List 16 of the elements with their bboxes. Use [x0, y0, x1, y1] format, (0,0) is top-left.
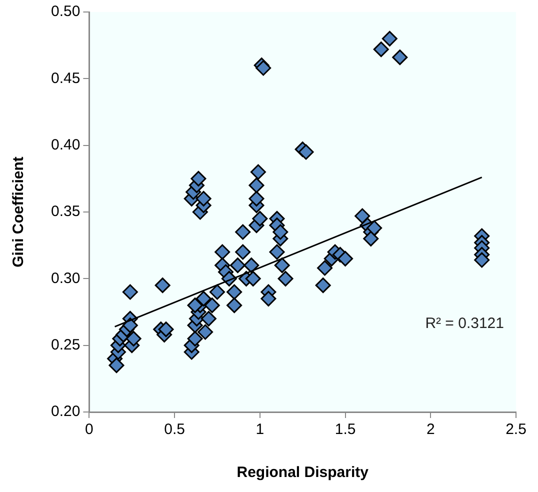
y-tick-label: 0.35	[50, 203, 80, 220]
y-tick-label: 0.45	[50, 70, 80, 87]
x-tick-label: 1.5	[334, 421, 356, 438]
y-tick-label: 0.25	[50, 336, 80, 354]
y-tick-label: 0.20	[50, 403, 80, 420]
y-axis-title: Gini Coefficient	[10, 156, 28, 268]
y-tick-label: 0.30	[50, 270, 80, 287]
annotation: R² = 0.3121	[425, 315, 504, 332]
x-tick-label: 2.5	[506, 421, 526, 438]
x-tick-label: 0.5	[164, 421, 185, 438]
y-tick-label: 0.40	[50, 136, 80, 154]
x-tick-label: 1	[256, 421, 264, 438]
x-axis-title: Regional Disparity	[236, 464, 370, 482]
y-tick-label: 0.50	[50, 3, 80, 20]
x-tick-label: 0	[85, 421, 94, 438]
x-tick-label: 2	[426, 421, 435, 438]
